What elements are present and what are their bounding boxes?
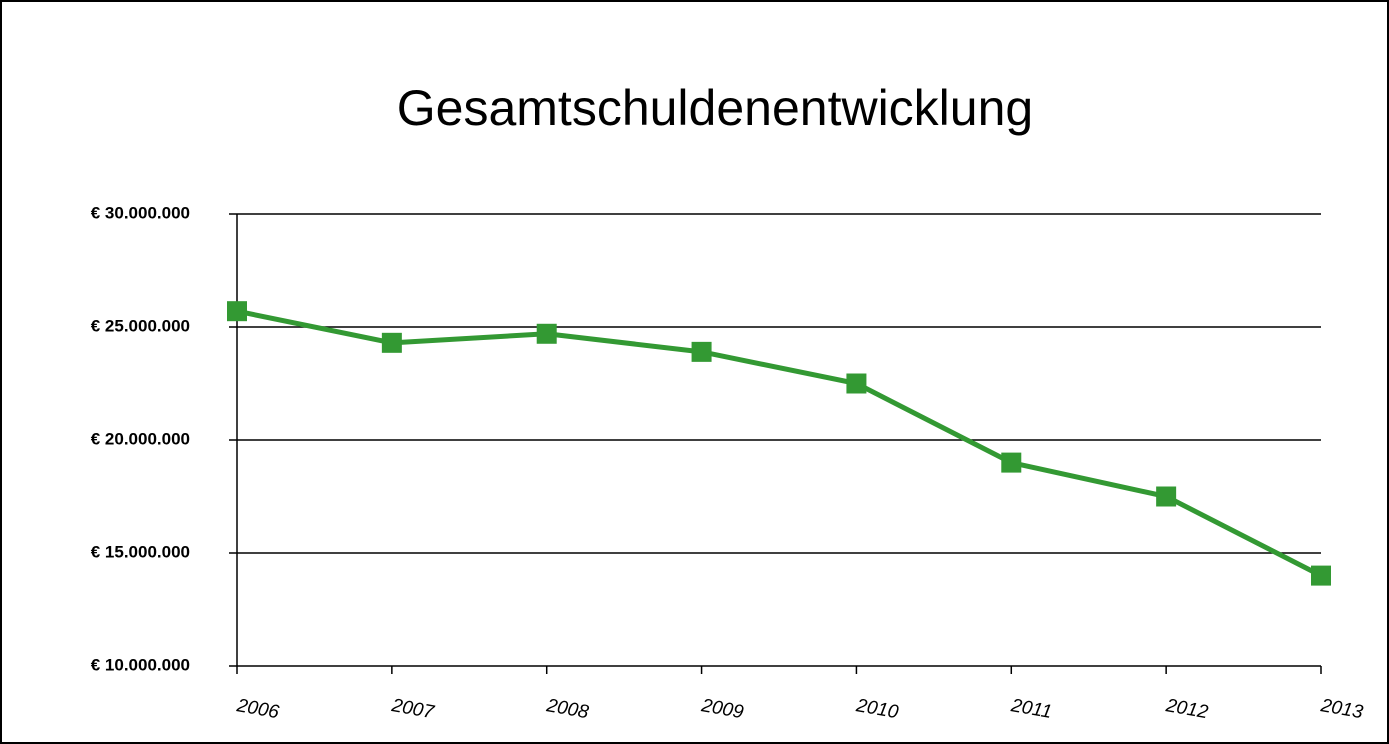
y-tick-label: € 30.000.000 bbox=[91, 203, 190, 222]
marker bbox=[1156, 486, 1177, 507]
marker bbox=[536, 323, 557, 344]
chart-title: Gesamtschuldenentwicklung bbox=[397, 80, 1033, 136]
y-tick-label: € 10.000.000 bbox=[91, 655, 190, 674]
marker bbox=[846, 373, 867, 394]
y-tick-label: € 25.000.000 bbox=[91, 316, 190, 335]
y-tick-label: € 20.000.000 bbox=[91, 429, 190, 448]
line bbox=[236, 308, 1323, 578]
marker bbox=[1001, 452, 1022, 473]
y-tick-label: € 15.000.000 bbox=[91, 542, 190, 561]
marker bbox=[227, 301, 247, 322]
marker bbox=[1311, 565, 1331, 586]
marker bbox=[691, 341, 712, 362]
marker bbox=[381, 332, 402, 353]
